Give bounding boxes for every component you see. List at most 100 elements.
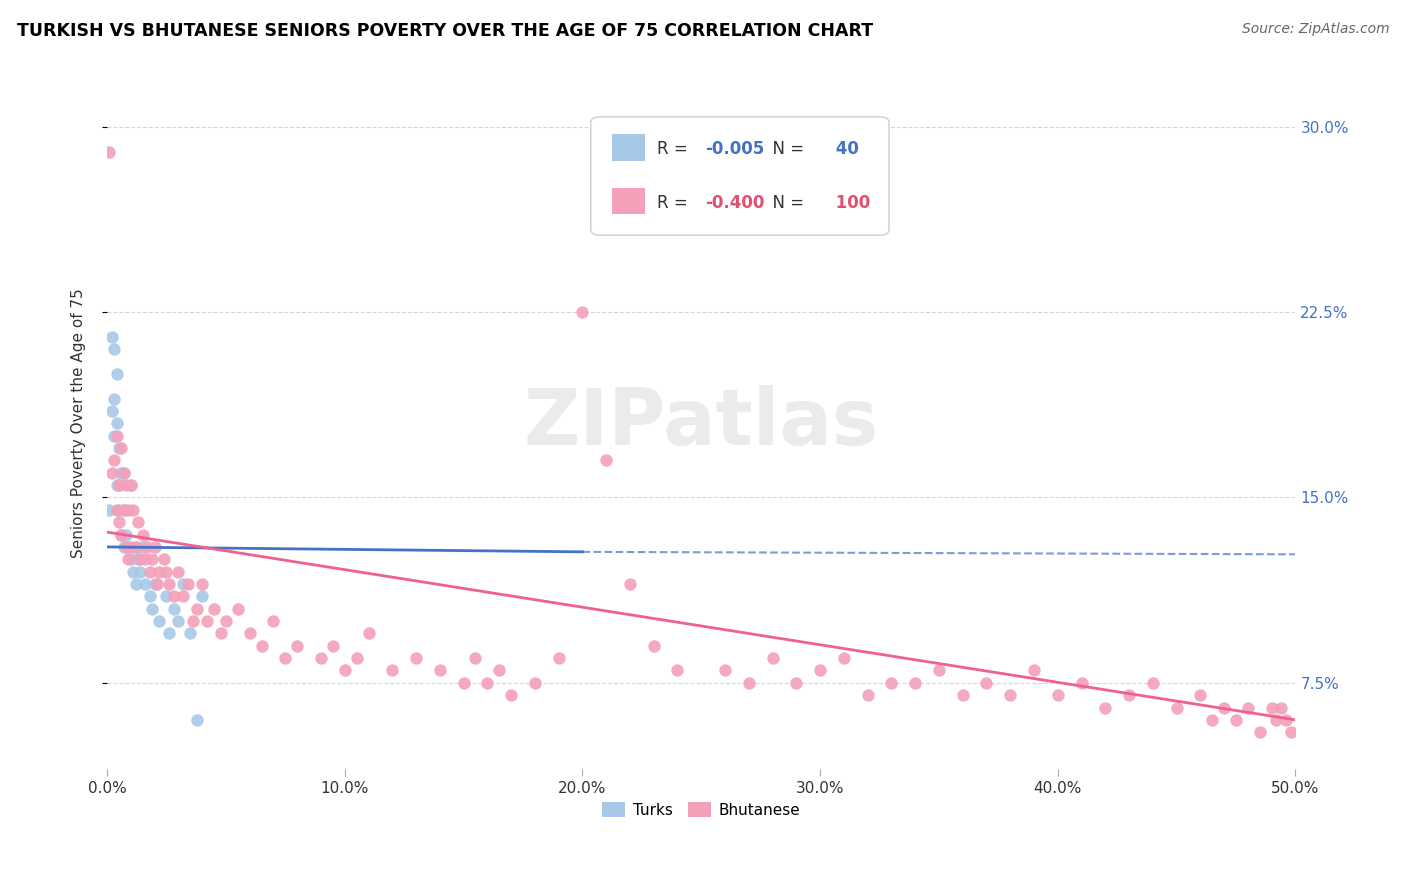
Point <box>108 478 131 492</box>
Point <box>103 428 125 442</box>
Point <box>904 675 927 690</box>
Point <box>274 651 297 665</box>
Point <box>112 540 135 554</box>
Point <box>112 466 135 480</box>
Point <box>285 639 308 653</box>
Point <box>124 540 146 554</box>
Point <box>148 614 170 628</box>
Point <box>141 601 163 615</box>
Point <box>309 651 332 665</box>
Point <box>501 688 523 702</box>
Point <box>110 527 132 541</box>
Point <box>1189 688 1212 702</box>
Point <box>215 614 238 628</box>
Point <box>453 675 475 690</box>
Text: 100: 100 <box>830 194 870 211</box>
Point <box>1046 688 1069 702</box>
Point <box>124 577 146 591</box>
Point <box>209 626 232 640</box>
Point <box>101 404 124 418</box>
Point <box>132 527 155 541</box>
Point <box>177 577 200 591</box>
Point <box>120 552 142 566</box>
Point <box>110 441 132 455</box>
Point <box>110 527 132 541</box>
Point <box>191 590 214 604</box>
Point <box>155 590 177 604</box>
Point <box>191 577 214 591</box>
Y-axis label: Seniors Poverty Over the Age of 75: Seniors Poverty Over the Age of 75 <box>72 288 86 558</box>
Point <box>761 651 783 665</box>
Point <box>112 503 135 517</box>
Point <box>115 527 138 541</box>
Point <box>157 577 180 591</box>
Point <box>146 577 169 591</box>
Point <box>115 540 138 554</box>
Point <box>1022 664 1045 678</box>
Point <box>785 675 807 690</box>
Point <box>115 478 138 492</box>
Legend: Turks, Bhutanese: Turks, Bhutanese <box>596 796 807 824</box>
Text: -0.005: -0.005 <box>704 140 763 158</box>
Point <box>619 577 641 591</box>
Point <box>195 614 218 628</box>
Point <box>477 675 499 690</box>
Point <box>1270 700 1292 714</box>
Point <box>1142 675 1164 690</box>
Point <box>880 675 903 690</box>
Point <box>122 503 145 517</box>
Point <box>405 651 427 665</box>
Text: R =: R = <box>657 140 693 158</box>
Text: N =: N = <box>762 140 804 158</box>
Point <box>172 590 194 604</box>
Point <box>488 664 510 678</box>
Point <box>346 651 368 665</box>
Point <box>105 417 128 431</box>
Text: Source: ZipAtlas.com: Source: ZipAtlas.com <box>1241 22 1389 37</box>
Point <box>464 651 486 665</box>
Point <box>157 626 180 640</box>
Point <box>103 392 125 406</box>
Point <box>110 466 132 480</box>
Point <box>117 540 139 554</box>
Text: 40: 40 <box>830 140 859 158</box>
Point <box>105 367 128 381</box>
Point <box>181 614 204 628</box>
Point <box>105 478 128 492</box>
Point <box>167 614 190 628</box>
Point <box>322 639 344 653</box>
Point <box>928 664 950 678</box>
Point <box>1225 713 1247 727</box>
Point <box>239 626 262 640</box>
Point <box>155 565 177 579</box>
Point <box>136 540 159 554</box>
Point <box>108 441 131 455</box>
Point <box>120 478 142 492</box>
Point <box>333 664 356 678</box>
Point <box>1275 713 1298 727</box>
Point <box>1070 675 1092 690</box>
Point <box>98 503 121 517</box>
Point <box>108 515 131 529</box>
Point <box>148 565 170 579</box>
Text: TURKISH VS BHUTANESE SENIORS POVERTY OVER THE AGE OF 75 CORRELATION CHART: TURKISH VS BHUTANESE SENIORS POVERTY OVE… <box>17 22 873 40</box>
Text: -0.400: -0.400 <box>704 194 765 211</box>
Point <box>714 664 737 678</box>
Point <box>134 577 156 591</box>
Point <box>127 552 149 566</box>
FancyBboxPatch shape <box>591 117 889 235</box>
Point <box>162 590 184 604</box>
Point <box>595 453 617 467</box>
Point <box>1237 700 1260 714</box>
Point <box>547 651 569 665</box>
Bar <box>612 135 645 161</box>
Point <box>976 675 998 690</box>
Point <box>643 639 665 653</box>
Point <box>1166 700 1188 714</box>
Point <box>856 688 879 702</box>
Point <box>1265 713 1288 727</box>
Point <box>571 305 593 319</box>
Point <box>101 466 124 480</box>
Point <box>127 515 149 529</box>
Point <box>738 675 761 690</box>
